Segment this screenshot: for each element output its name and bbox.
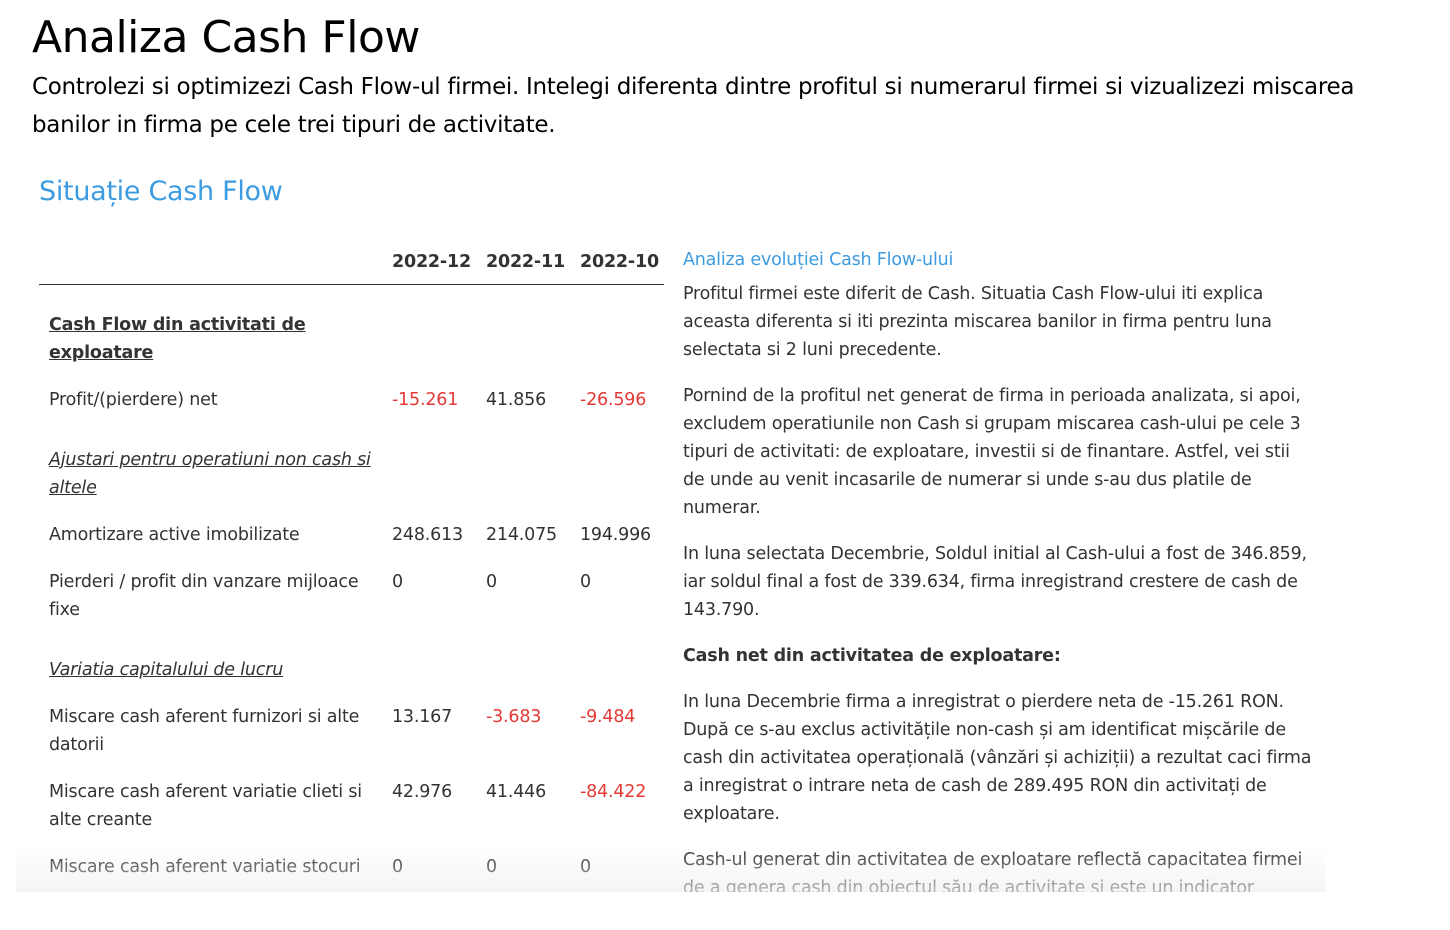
table-header: 2022-12 2022-11 2022-10: [39, 248, 664, 285]
row-value: 0: [392, 857, 403, 877]
analysis-title: Analiza evoluției Cash Flow-ului: [683, 250, 954, 270]
table-row: Profit/(pierdere) net -15.261 41.856 -26.59…: [39, 386, 664, 414]
page-subtitle: Controlezi si optimizezi Cash Flow-ul fi…: [32, 74, 1355, 138]
header-label: [39, 248, 392, 284]
row-value: 0: [580, 857, 591, 877]
table-row: Miscare cash aferent furnizori si alte d…: [39, 703, 664, 759]
table-row: Pierderi / profit din vanzare mijloace f…: [39, 568, 664, 624]
row-label: Amortizare active imobilizate: [49, 525, 300, 545]
row-value: [486, 311, 580, 367]
row-label: Miscare cash aferent variatie clieti si …: [49, 782, 362, 830]
row-label: Ajustari pentru operatiuni non cash si a…: [49, 450, 371, 498]
header-2022-10: 2022-10: [580, 252, 659, 272]
row-value: -26.596: [580, 390, 647, 410]
cash-flow-table: 2022-12 2022-11 2022-10 Cash Flow din ac…: [39, 248, 664, 892]
page-title: Analiza Cash Flow: [32, 12, 420, 63]
header-2022-12: 2022-12: [392, 252, 471, 272]
row-value: -15.261: [392, 390, 459, 410]
analysis-paragraph: Cash-ul generat din activitatea de explo…: [683, 850, 1303, 892]
analysis-paragraph: Pornind de la profitul net generat de fi…: [683, 386, 1301, 518]
table-section-row: Ajustari pentru operatiuni non cash si a…: [39, 446, 664, 502]
row-value: 0: [486, 857, 497, 877]
row-value: -3.683: [486, 707, 542, 727]
row-value: 13.167: [392, 707, 453, 727]
row-value: [580, 446, 664, 502]
analysis-heading: Cash net din activitatea de exploatare:: [683, 646, 1061, 666]
row-label: Miscare cash aferent furnizori si alte d…: [49, 707, 360, 755]
row-value: 194.996: [580, 525, 651, 545]
row-label: Miscare cash aferent variatie stocuri: [49, 857, 361, 877]
row-value: 0: [486, 572, 497, 592]
row-label: Profit/(pierdere) net: [49, 390, 218, 410]
header-2022-11: 2022-11: [486, 252, 565, 272]
table-row: Miscare cash aferent variatie stocuri 0 0 0: [39, 853, 664, 881]
row-value: [486, 446, 580, 502]
row-value: 0: [580, 572, 591, 592]
row-value: -9.484: [580, 707, 636, 727]
analysis-paragraph: In luna Decembrie firma a inregistrat o …: [683, 692, 1312, 824]
row-label: Pierderi / profit din vanzare mijloace f…: [49, 572, 359, 620]
row-value: 41.446: [486, 782, 547, 802]
row-value: 214.075: [486, 525, 557, 545]
row-label: Variatia capitalului de lucru: [49, 660, 284, 680]
table-row: Miscare cash aferent variatie clieti si …: [39, 778, 664, 834]
table-row: Amortizare active imobilizate 248.613 214.…: [39, 521, 664, 549]
table-section-row: Cash Flow din activitati de exploatare: [39, 311, 664, 367]
row-value: -84.422: [580, 782, 647, 802]
row-value: 0: [392, 572, 403, 592]
row-value: 42.976: [392, 782, 453, 802]
row-value: 41.856: [486, 390, 547, 410]
row-value: [392, 446, 486, 502]
analysis-paragraph: Profitul firmei este diferit de Cash. Si…: [683, 284, 1272, 360]
report-panel[interactable]: Situație Cash Flow 2022-12 2022-11 2022-…: [16, 160, 1325, 892]
table-section-row: Variatia capitalului de lucru: [39, 656, 664, 684]
section-title: Situație Cash Flow: [39, 176, 283, 207]
analysis-paragraph: In luna selectata Decembrie, Soldul init…: [683, 544, 1307, 620]
row-value: [580, 656, 664, 684]
row-value: 248.613: [392, 525, 463, 545]
row-value: [580, 311, 664, 367]
row-value: [486, 656, 580, 684]
analysis-panel: Analiza evoluției Cash Flow-ului Profitu…: [683, 246, 1313, 892]
row-value: [392, 311, 486, 367]
row-label: Cash Flow din activitati de exploatare: [49, 315, 306, 363]
row-value: [392, 656, 486, 684]
